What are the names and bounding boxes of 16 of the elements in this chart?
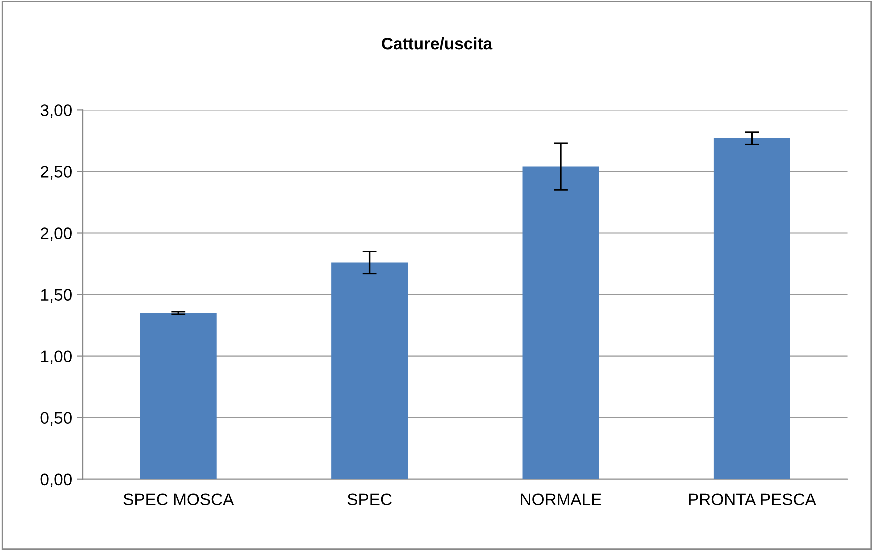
y-tick-label: 1,50 xyxy=(41,289,72,303)
y-tick-label: 2,50 xyxy=(41,166,72,180)
x-tick-label: PRONTA PESCA xyxy=(689,494,816,506)
y-tick-label: 3,00 xyxy=(40,104,72,118)
bar xyxy=(332,262,408,480)
y-tick-label: 0,50 xyxy=(40,412,72,426)
x-tick-label: SPEC xyxy=(348,494,392,506)
chart-title: Catture/uscita xyxy=(382,38,493,50)
y-tick-label: 0,00 xyxy=(40,474,72,488)
bar xyxy=(522,166,600,480)
y-tick-label: 1,00 xyxy=(41,350,72,364)
x-tick-label: NORMALE xyxy=(521,494,602,506)
bar xyxy=(140,313,217,480)
x-tick-label: SPEC MOSCA xyxy=(124,494,234,506)
y-tick-label: 2,00 xyxy=(41,228,72,242)
bar xyxy=(714,138,790,480)
